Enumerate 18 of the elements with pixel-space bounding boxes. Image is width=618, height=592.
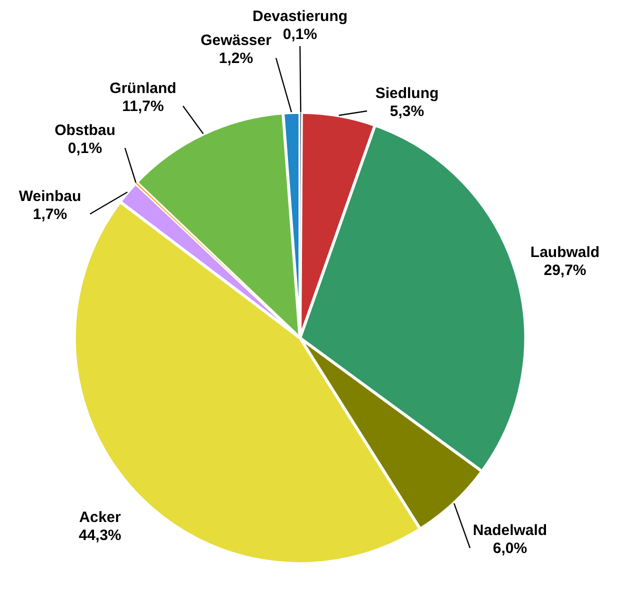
slice-label: Siedlung [375, 85, 439, 102]
data-label: 0,1% [68, 140, 102, 158]
data-label: 44,3% [78, 527, 122, 544]
data-label: 1,7% [32, 206, 68, 224]
slice-label: Acker [79, 509, 122, 526]
data-label: 0,1% [282, 26, 318, 44]
slice-label: Devastierung [252, 8, 348, 26]
data-label: 5,3% [390, 103, 424, 120]
data-label: 6,0% [492, 540, 528, 558]
slice-label: Grünland [110, 80, 176, 98]
slice-label: Laubwald [530, 244, 600, 262]
slice-label: Weinbau [18, 188, 82, 206]
data-label: 29,7% [544, 262, 586, 280]
slice-label: Nadelwald [472, 522, 548, 540]
data-label: 11,7% [122, 98, 164, 116]
data-label: 1,2% [218, 50, 254, 68]
slice-label: Gewässer [200, 32, 272, 50]
slice-label: Obstbau [54, 122, 116, 140]
